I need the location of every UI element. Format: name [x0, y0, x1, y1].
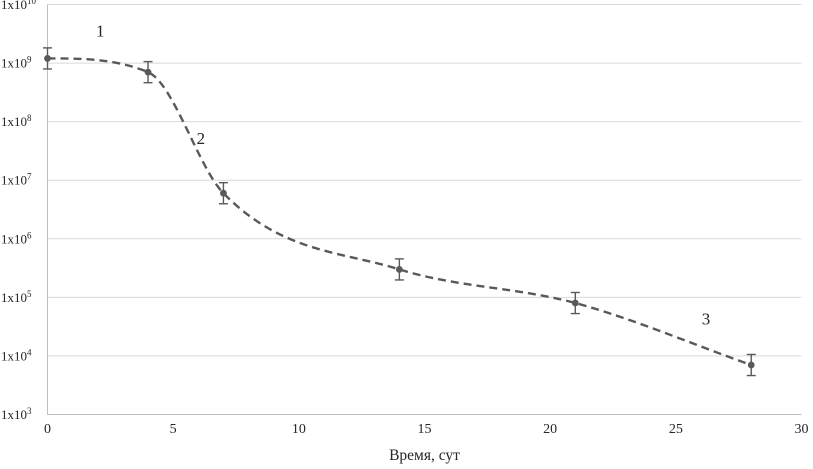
curve-annotation: 3 — [702, 309, 711, 328]
y-tick-label: 1x107 — [1, 172, 32, 188]
x-tick-label: 15 — [418, 422, 432, 437]
data-point — [220, 189, 227, 197]
x-tick-label: 10 — [292, 422, 306, 437]
data-point — [747, 361, 755, 369]
data-point — [571, 299, 579, 307]
y-tick-label: 1x1010 — [1, 0, 37, 12]
x-tick-label: 30 — [795, 422, 809, 437]
x-axis-title: Время, сут — [389, 447, 460, 464]
curve-annotation: 2 — [197, 129, 206, 148]
y-tick-label: 1x106 — [1, 230, 32, 246]
data-point — [144, 68, 152, 76]
data-point — [395, 266, 403, 273]
y-tick-label: 1x103 — [1, 406, 32, 422]
data-point — [44, 55, 51, 62]
x-tick-label: 20 — [543, 422, 557, 437]
y-tick-label: 1x104 — [1, 347, 32, 363]
x-tick-label: 25 — [669, 422, 683, 437]
data-curve — [47, 57, 752, 367]
x-tick-label: 0 — [44, 422, 51, 437]
y-tick-label: 1x108 — [1, 113, 32, 129]
x-tick-label: 5 — [170, 422, 177, 437]
y-tick-label: 1x109 — [1, 55, 32, 71]
curve-annotation: 1 — [96, 22, 105, 41]
y-tick-label: 1x105 — [1, 289, 32, 305]
